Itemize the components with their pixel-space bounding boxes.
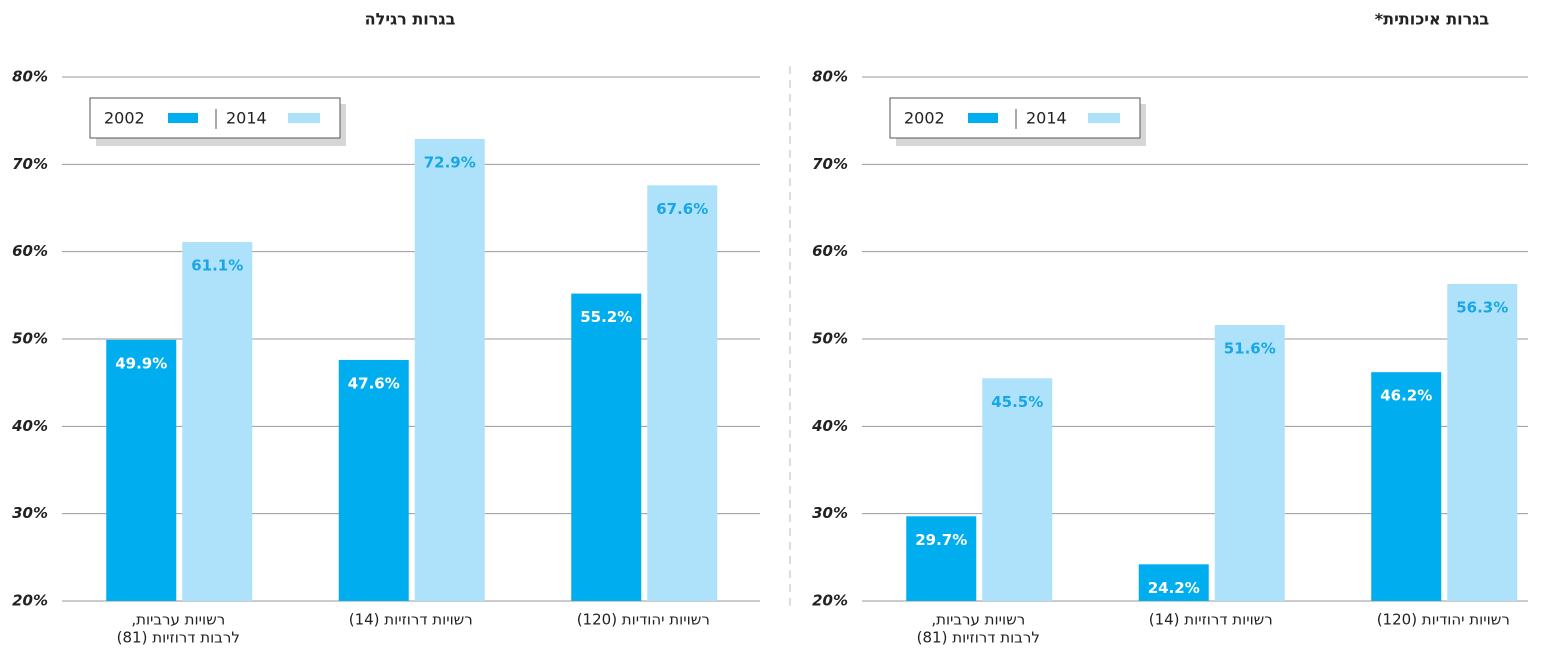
bar (647, 185, 718, 601)
value-label: 72.9% (424, 154, 476, 172)
y-tick-label: 20% (812, 592, 848, 610)
y-tick-label: 60% (812, 242, 848, 260)
y-tick-label: 30% (812, 504, 848, 522)
bar (982, 378, 1053, 601)
value-label: 24.2% (1148, 579, 1200, 597)
x-tick-label: רשויות יהודיות (120) (1377, 611, 1510, 629)
y-tick-label: 30% (12, 504, 48, 522)
y-tick-label: 60% (12, 242, 48, 260)
chart-title: בגרות רגילה (365, 10, 456, 29)
x-tick-label: רשויות יהודיות (120) (577, 611, 710, 629)
value-label: 67.6% (656, 200, 708, 218)
x-tick-label: רשויות דרוזיות (14) (349, 611, 473, 629)
legend-label: 2002 (104, 109, 145, 128)
bar (414, 139, 485, 602)
legend-swatch (1088, 113, 1120, 123)
x-tick-label: רשויות ערביות, (131, 611, 225, 629)
x-tick-label: לרבות דרוזיות (81) (117, 629, 240, 647)
bar (571, 293, 642, 601)
value-label: 46.2% (1380, 387, 1432, 405)
bar (1447, 283, 1518, 601)
y-tick-label: 80% (12, 68, 48, 86)
value-label: 55.2% (580, 308, 632, 326)
y-tick-label: 40% (811, 417, 848, 435)
y-tick-label: 80% (812, 68, 848, 86)
bar (906, 516, 977, 601)
legend-label: 2014 (226, 109, 267, 128)
legend-label: 2014 (1026, 109, 1067, 128)
bar (1138, 564, 1209, 601)
x-tick-label: רשויות דרוזיות (14) (1149, 611, 1273, 629)
value-label: 29.7% (915, 531, 967, 549)
y-tick-label: 70% (812, 155, 848, 173)
bar (1214, 325, 1285, 601)
y-tick-label: 50% (12, 330, 48, 348)
bar (182, 242, 253, 601)
y-tick-label: 70% (12, 155, 48, 173)
bar (1371, 372, 1442, 601)
legend-swatch (168, 113, 198, 123)
value-label: 51.6% (1224, 340, 1276, 358)
y-tick-label: 20% (12, 592, 48, 610)
legend-swatch (968, 113, 998, 123)
bar (106, 339, 177, 601)
value-label: 56.3% (1456, 298, 1508, 316)
y-tick-label: 50% (812, 330, 848, 348)
chart-title: בגרות איכותית* (1375, 10, 1490, 29)
y-tick-label: 40% (11, 417, 48, 435)
legend-box (889, 97, 1141, 139)
x-tick-label: רשויות ערביות, (931, 611, 1025, 629)
x-tick-label: לרבות דרוזיות (81) (917, 629, 1040, 647)
value-label: 61.1% (191, 257, 243, 275)
legend-swatch (288, 113, 320, 123)
value-label: 45.5% (991, 393, 1043, 411)
legend-label: 2002 (904, 109, 945, 128)
value-label: 49.9% (115, 354, 167, 372)
value-label: 47.6% (348, 374, 400, 392)
bar (338, 359, 409, 601)
